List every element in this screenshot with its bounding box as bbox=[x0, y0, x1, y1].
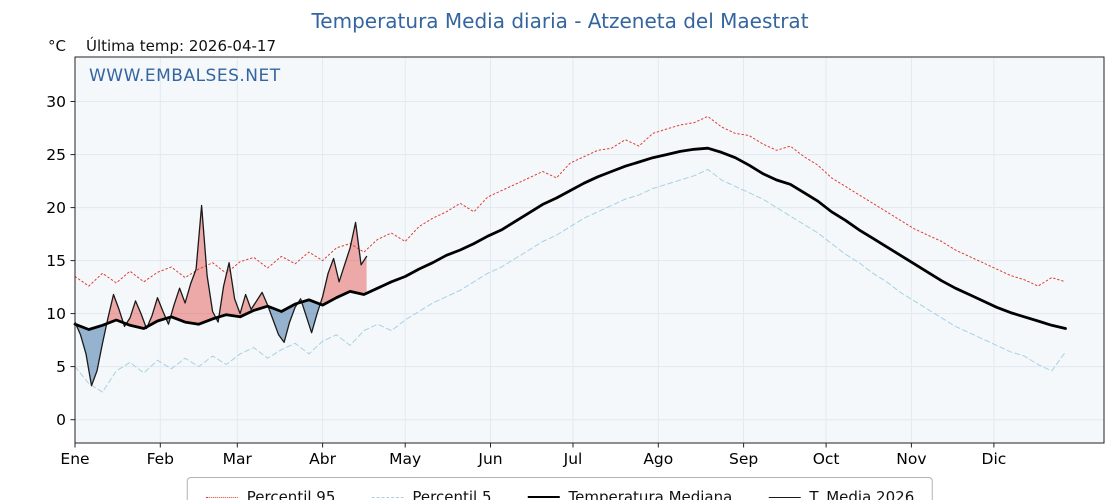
series-temperatura-mediana bbox=[73, 146, 1067, 331]
fill-below-median bbox=[76, 323, 107, 386]
x-tick-label: Abr bbox=[309, 450, 336, 468]
x-tick-label: Jul bbox=[563, 450, 583, 468]
legend: Percentil 95 Percentil 5 Temperatura Med… bbox=[186, 477, 934, 500]
y-tick-label: 0 bbox=[56, 411, 66, 429]
x-tick-label: Ago bbox=[643, 450, 673, 468]
fill-below-median bbox=[268, 303, 298, 343]
legend-label: Percentil 5 bbox=[412, 488, 492, 500]
legend-item-media-2026: T. Media 2026 bbox=[768, 488, 914, 500]
legend-item-mediana: Temperatura Mediana bbox=[527, 488, 732, 500]
y-tick-label: 30 bbox=[46, 93, 66, 111]
y-tick-label: 5 bbox=[56, 358, 66, 376]
series-percentil-95 bbox=[74, 115, 1066, 287]
legend-label: T. Media 2026 bbox=[809, 488, 915, 500]
fill-above-median bbox=[126, 300, 146, 328]
fill-above-median bbox=[320, 222, 367, 306]
x-tick-label: Sep bbox=[729, 450, 758, 468]
x-tick-label: Oct bbox=[813, 450, 840, 468]
watermark: WWW.EMBALSES.NET bbox=[89, 66, 281, 86]
chart-subheader: °C Última temp: 2026-04-17 bbox=[48, 37, 276, 55]
plot-border bbox=[74, 56, 1105, 444]
fill-above-median bbox=[218, 262, 269, 317]
percentil-5-line-sample bbox=[371, 496, 404, 498]
x-tick-label: Dic bbox=[982, 450, 1007, 468]
legend-item-percentil-5: Percentil 5 bbox=[371, 488, 491, 500]
media-2026-line-sample bbox=[768, 496, 801, 498]
plot-area bbox=[75, 57, 1104, 443]
y-tick-label: 20 bbox=[46, 199, 66, 217]
y-tick-label: 10 bbox=[46, 305, 66, 323]
x-tick-label: Feb bbox=[147, 450, 174, 468]
chart-title: Temperatura Media diaria - Atzeneta del … bbox=[311, 9, 809, 33]
mediana-line-sample bbox=[527, 496, 560, 498]
x-tick-label: May bbox=[389, 450, 421, 468]
y-tick-label: 25 bbox=[46, 146, 66, 164]
x-tick-label: Mar bbox=[223, 450, 253, 468]
legend-item-percentil-95: Percentil 95 bbox=[205, 488, 336, 500]
y-tick-label: 15 bbox=[46, 252, 66, 270]
x-tick-label: Jun bbox=[477, 450, 502, 468]
series-percentil-5 bbox=[74, 168, 1066, 393]
y-unit-label: °C bbox=[48, 37, 66, 55]
fill-above-median bbox=[106, 294, 124, 324]
fill-below-median bbox=[301, 300, 321, 333]
x-tick-label: Nov bbox=[896, 450, 926, 468]
legend-label: Temperatura Mediana bbox=[568, 488, 733, 500]
last-temp-label: Última temp: 2026-04-17 bbox=[85, 37, 276, 55]
percentil-95-line-sample bbox=[205, 496, 238, 498]
legend-label: Percentil 95 bbox=[246, 488, 336, 500]
x-tick-label: Ene bbox=[60, 450, 89, 468]
